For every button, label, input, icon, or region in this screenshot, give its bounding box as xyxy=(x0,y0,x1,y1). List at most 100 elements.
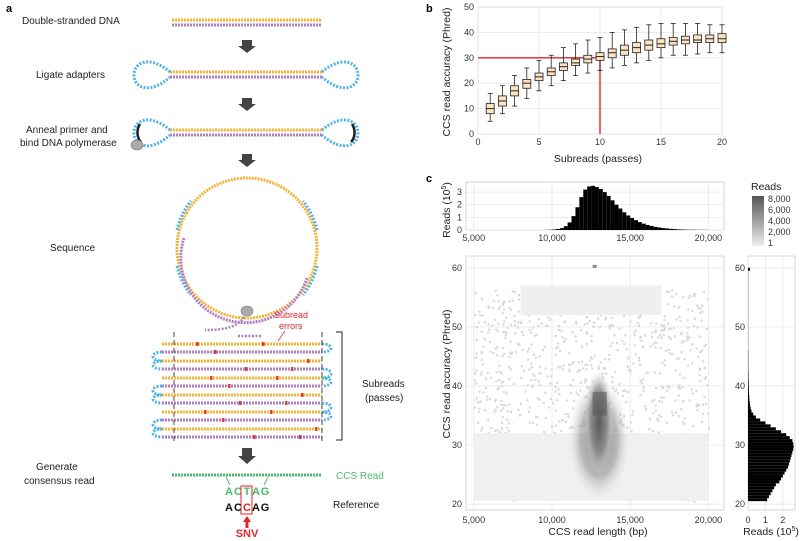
c-density-cell xyxy=(478,401,481,404)
c-density-cell xyxy=(618,383,621,386)
c-density-cell xyxy=(639,315,642,318)
c-density-cell xyxy=(482,345,485,348)
c-density-cell xyxy=(698,311,701,315)
svg-text:Reads (105): Reads (105) xyxy=(743,526,799,538)
c-density-cell xyxy=(519,402,522,406)
subread-error-mark xyxy=(204,410,207,414)
c-density-cell xyxy=(498,378,501,382)
c-density-cell xyxy=(480,298,484,301)
c-density-cell xyxy=(668,352,671,355)
c-density-cell xyxy=(614,371,617,374)
c-density-cell xyxy=(502,303,505,306)
cside-bar xyxy=(748,436,790,440)
c-density-cell xyxy=(505,331,508,334)
c-density-cell xyxy=(522,369,526,373)
c-density-cell xyxy=(481,314,484,317)
subread-error-mark xyxy=(196,342,199,346)
b-ytick-label: 40 xyxy=(464,27,474,37)
c-density-cell xyxy=(552,402,555,405)
c-density-cell xyxy=(495,380,498,383)
c-density-cell xyxy=(663,328,666,332)
ctop-bar xyxy=(575,207,580,230)
c-density-cell xyxy=(697,404,701,407)
c-density-cell xyxy=(590,357,594,360)
c-density-cell xyxy=(504,404,507,407)
c-density-cell xyxy=(605,372,608,375)
ctop-bar xyxy=(677,229,681,230)
c-density-cell xyxy=(633,334,636,337)
c-density-cell xyxy=(706,383,709,387)
c-density-cell xyxy=(663,363,667,367)
c-density-cell xyxy=(660,329,663,332)
adapter-loop xyxy=(151,384,163,397)
c-density-cell xyxy=(631,413,634,416)
c-density-cell xyxy=(616,349,619,352)
c-density-cell xyxy=(613,334,616,337)
c-density-cell xyxy=(538,372,541,375)
c-density-cell xyxy=(479,314,482,317)
c-density-cell xyxy=(506,418,509,421)
c-density-cell xyxy=(700,420,704,423)
c-density-cell xyxy=(689,349,692,352)
c-density-cell xyxy=(500,421,504,425)
c-density-cell xyxy=(639,363,642,366)
c-density-cell xyxy=(651,343,655,346)
c-density-cell xyxy=(519,376,523,379)
c-density-cell xyxy=(508,306,511,310)
c-density-cell xyxy=(591,367,594,370)
panel-b-boxplot: 0 10 20 30 40 50 0 5 10 15 20 xyxy=(464,2,727,147)
c-density-cell xyxy=(502,331,505,334)
c-density-cell xyxy=(580,345,583,348)
c-density-cell xyxy=(508,355,511,358)
cside-bar xyxy=(748,483,776,487)
adapter-loop xyxy=(151,350,163,363)
c-density-cell xyxy=(597,317,600,320)
c-top-ylabel: Reads (105) xyxy=(441,182,453,238)
step-sequence: Sequence xyxy=(50,243,95,254)
c-density-cell xyxy=(486,371,490,374)
smrtbell-circle xyxy=(175,176,319,332)
c-density-cell xyxy=(568,368,571,371)
c-density-cell xyxy=(687,364,690,367)
c-density-cell xyxy=(624,334,627,337)
cside-bar xyxy=(748,462,789,466)
c-density-cell xyxy=(610,317,613,320)
ctop-bar xyxy=(626,215,631,230)
c-density-cell xyxy=(533,375,536,378)
cside-xtick-label: 2 xyxy=(780,515,785,525)
c-density-cell xyxy=(686,335,689,338)
c-density-cell xyxy=(499,409,503,412)
c-density-cell xyxy=(483,409,487,412)
c-density-cell xyxy=(557,366,560,369)
flow-arrows xyxy=(238,40,256,464)
ctop-xtick-label: 20,000 xyxy=(695,233,723,243)
ctop-bar xyxy=(591,185,595,230)
c-density-cell xyxy=(662,333,665,337)
ctop-bar xyxy=(606,195,611,230)
c-density-cell xyxy=(651,331,654,334)
c-density-cell xyxy=(526,384,530,387)
c-density-cell xyxy=(516,321,520,324)
ctop-bar xyxy=(583,189,588,230)
c-density-cell xyxy=(487,306,490,309)
c-density-cell xyxy=(662,386,665,390)
c-density-cell xyxy=(492,351,495,355)
adapter-loop xyxy=(321,410,333,422)
c-density-cell xyxy=(563,321,566,324)
ctop-bar xyxy=(661,228,666,230)
c-density-cell xyxy=(703,366,707,370)
c-density-cell xyxy=(537,324,540,327)
c-density-cell xyxy=(633,344,636,347)
c-density-cell xyxy=(700,319,703,322)
ref-base: C xyxy=(243,502,251,514)
c-xtick-label: 10,000 xyxy=(538,515,566,525)
adapter-loop xyxy=(151,359,163,371)
c-density-cell xyxy=(528,320,531,323)
c-density-cell xyxy=(629,320,632,323)
cside-bar xyxy=(748,267,751,271)
c-density-cell xyxy=(599,361,603,364)
c-density-cell xyxy=(480,429,483,432)
ctop-bar xyxy=(595,187,599,230)
c-density-cell xyxy=(475,339,478,342)
c-density-cell xyxy=(538,398,541,401)
